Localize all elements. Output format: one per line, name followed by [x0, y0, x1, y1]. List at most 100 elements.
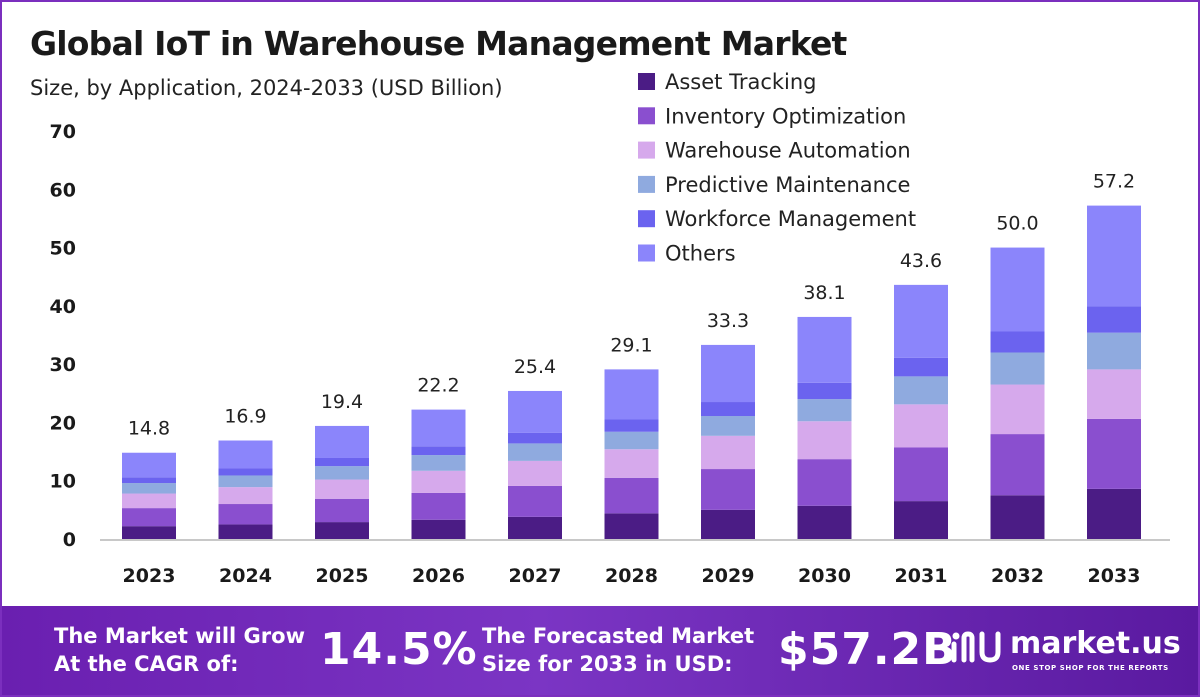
bar-segment-asset-tracking [315, 522, 369, 539]
brand-tagline: ONE STOP SHOP FOR THE REPORTS [1012, 664, 1169, 672]
bar-segment-warehouse-automation [1087, 369, 1141, 419]
bar-segment-predictive-maintenance [797, 399, 852, 422]
bar-segment-warehouse-automation [701, 435, 755, 470]
bar-segment-others [894, 284, 948, 358]
x-tick-label: 2025 [316, 565, 369, 587]
x-tick-label: 2029 [702, 565, 755, 587]
x-tick-label: 2032 [991, 565, 1044, 587]
bar-total-label: 38.1 [803, 282, 845, 304]
bar-total-label: 16.9 [224, 405, 266, 427]
bar-total-label: 25.4 [514, 356, 556, 378]
bar-segment-warehouse-automation [797, 421, 852, 460]
x-tick-label: 2027 [509, 565, 562, 587]
y-tick-label: 40 [50, 296, 76, 318]
bar-segment-predictive-maintenance [894, 376, 948, 405]
forecast-caption-line2: Size for 2033 in USD: [482, 652, 733, 676]
bar-segment-workforce-management [894, 357, 948, 377]
legend-label: Workforce Management [665, 207, 916, 231]
bar-total-label: 14.8 [128, 418, 170, 440]
legend-swatch [638, 73, 655, 90]
bar-segment-inventory-optimization [797, 459, 852, 506]
chart-title: Global IoT in Warehouse Management Marke… [30, 24, 847, 63]
bar-total-label: 43.6 [900, 250, 942, 272]
bar-segment-predictive-maintenance [701, 416, 755, 436]
bar-segment-others [315, 425, 369, 458]
bar-segment-inventory-optimization [990, 434, 1045, 496]
bar-segment-others [990, 247, 1045, 332]
legend-swatch [638, 141, 655, 159]
bar-segment-inventory-optimization [122, 508, 176, 527]
bar-segment-warehouse-automation [894, 404, 948, 448]
bar-segment-predictive-maintenance [1087, 332, 1141, 370]
bar-segment-inventory-optimization [508, 485, 562, 517]
bar-segment-others [508, 390, 562, 433]
legend-label: Asset Tracking [665, 70, 817, 94]
bar-total-label: 29.1 [610, 334, 652, 356]
legend-swatch [638, 107, 655, 125]
legend-label: Predictive Maintenance [665, 173, 910, 197]
bar-segment-workforce-management [604, 419, 659, 432]
bar-segment-workforce-management [797, 382, 852, 400]
bar-segment-asset-tracking [604, 513, 659, 539]
bar-segment-predictive-maintenance [315, 466, 369, 480]
forecast-value: $57.2B [778, 624, 957, 675]
bar-segment-workforce-management [701, 402, 755, 417]
bar-segment-warehouse-automation [990, 384, 1045, 435]
bar-segment-others [218, 440, 273, 469]
bar-segment-predictive-maintenance [122, 483, 176, 494]
bar-segment-inventory-optimization [701, 469, 755, 510]
bar-total-label: 22.2 [417, 375, 459, 397]
bar-segment-others [701, 344, 755, 403]
legend-swatch [638, 175, 655, 193]
cagr-caption-line2: At the CAGR of: [54, 652, 239, 676]
x-tick-label: 2026 [412, 565, 465, 587]
bar-segment-asset-tracking [990, 495, 1045, 539]
bar-segment-workforce-management [122, 477, 176, 484]
forecast-caption: The Forecasted Market Size for 2033 in U… [482, 622, 754, 678]
bar-segment-asset-tracking [701, 509, 755, 539]
bar-segment-workforce-management [411, 446, 466, 456]
y-tick-label: 20 [50, 412, 76, 434]
cagr-value: 14.5% [320, 624, 478, 675]
x-tick-label: 2028 [605, 565, 658, 587]
legend-swatch [638, 244, 655, 262]
x-tick-label: 2024 [219, 565, 272, 587]
brand-logo-block[interactable]: market.us ONE STOP SHOP FOR THE REPORTS [950, 626, 1190, 676]
legend-label: Warehouse Automation [665, 139, 911, 163]
cagr-caption-line1: The Market will Grow [54, 624, 305, 648]
y-tick-label: 10 [50, 471, 76, 493]
forecast-caption-line1: The Forecasted Market [482, 624, 755, 648]
bar-segment-predictive-maintenance [604, 431, 659, 450]
bar-segment-asset-tracking [894, 501, 948, 539]
bar-segment-others [797, 316, 852, 383]
bar-segment-asset-tracking [508, 516, 562, 539]
bar-segment-others [1087, 205, 1141, 307]
bar-segment-predictive-maintenance [508, 443, 562, 461]
bar-segment-asset-tracking [218, 524, 273, 539]
bar-segment-workforce-management [990, 331, 1045, 353]
bar-segment-predictive-maintenance [411, 455, 466, 471]
x-tick-label: 2031 [895, 565, 948, 587]
bar-segment-warehouse-automation [218, 487, 273, 505]
y-tick-label: 50 [50, 238, 76, 260]
bar-segment-predictive-maintenance [990, 352, 1045, 385]
bar-segment-inventory-optimization [894, 447, 948, 502]
x-tick-label: 2023 [123, 565, 176, 587]
footer-banner: The Market will Grow At the CAGR of: 14.… [2, 606, 1198, 695]
stacked-bar-chart: 01020304050607014.8202316.9202419.420252… [50, 70, 1170, 587]
x-tick-label: 2033 [1088, 565, 1141, 587]
bar-segment-asset-tracking [411, 519, 466, 539]
bar-segment-asset-tracking [1087, 488, 1141, 539]
bar-segment-inventory-optimization [1087, 418, 1141, 489]
legend-label: Others [665, 242, 736, 266]
bar-segment-inventory-optimization [315, 498, 369, 523]
bar-total-label: 57.2 [1093, 171, 1135, 193]
bar-segment-inventory-optimization [411, 492, 466, 520]
bar-segment-others [604, 369, 659, 420]
brand-name: market.us [1010, 626, 1181, 661]
bar-segment-others [411, 409, 466, 447]
bar-segment-workforce-management [315, 457, 369, 467]
y-tick-label: 30 [50, 354, 76, 376]
bar-total-label: 50.0 [996, 213, 1038, 235]
